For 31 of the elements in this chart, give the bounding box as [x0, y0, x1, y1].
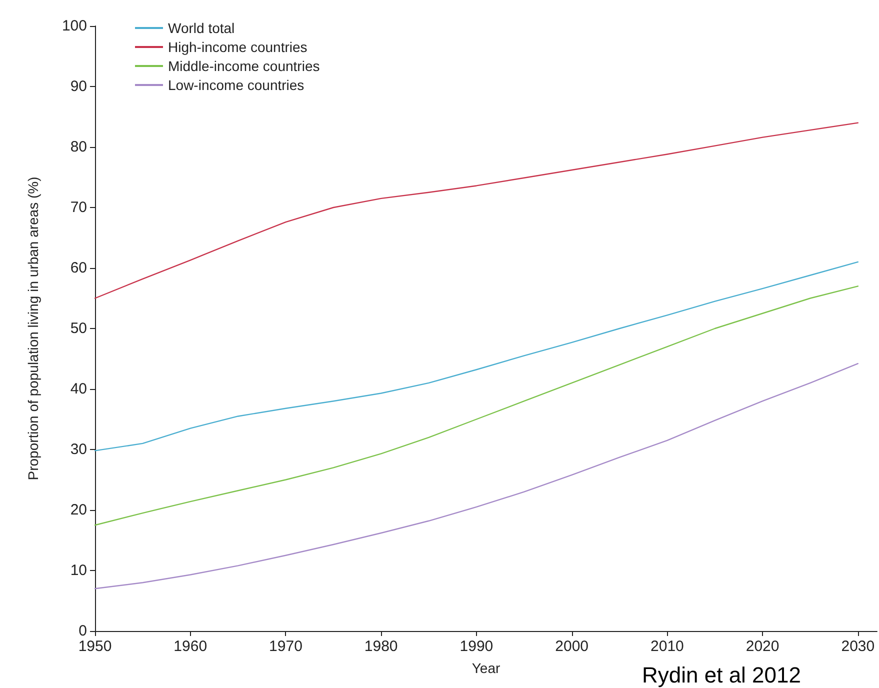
- legend-label: World total: [168, 20, 235, 36]
- x-tick-label: 1970: [269, 638, 302, 655]
- y-tick-label: 100: [62, 18, 87, 34]
- x-tick-label: 2010: [650, 638, 684, 655]
- legend-label: High-income countries: [168, 39, 308, 55]
- y-tick-label: 20: [70, 502, 87, 518]
- y-tick-label: 60: [70, 260, 87, 276]
- x-tick-label: 1980: [364, 638, 398, 655]
- line-series: [94, 362, 859, 590]
- legend-label: Middle-income countries: [168, 58, 320, 74]
- legend-label: Low-income countries: [168, 77, 304, 93]
- y-axis-title: Proportion of population living in urban areas (%): [25, 176, 41, 480]
- line-series: [94, 286, 859, 526]
- y-tick-label: 30: [70, 441, 87, 458]
- line-series: [94, 122, 859, 299]
- line-series: [94, 261, 859, 452]
- x-tick-label: 1960: [174, 638, 208, 655]
- y-tick-label: 90: [70, 78, 87, 95]
- y-tick-label: 70: [70, 199, 87, 216]
- x-axis-title: Year: [472, 660, 500, 676]
- x-tick-label: 1990: [460, 638, 494, 655]
- y-tick-label: 50: [70, 320, 87, 337]
- y-tick-label: 40: [70, 380, 87, 398]
- x-tick-label: 1950: [78, 638, 112, 655]
- y-tick-label: 10: [70, 562, 87, 579]
- x-tick-label: 2020: [746, 638, 780, 655]
- y-tick-label: 0: [78, 622, 87, 640]
- x-tick-label: 2030: [841, 638, 875, 655]
- text: Rydin et al 2012: [642, 662, 802, 688]
- x-tick-label: 2000: [555, 638, 589, 655]
- y-tick-label: 80: [70, 138, 87, 156]
